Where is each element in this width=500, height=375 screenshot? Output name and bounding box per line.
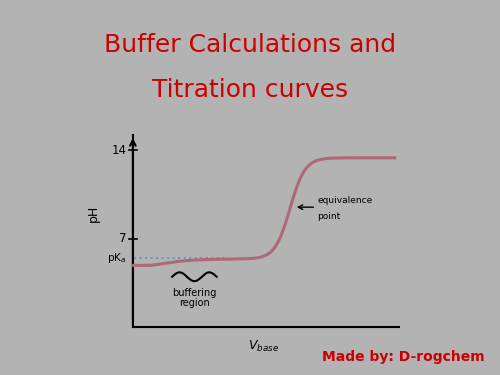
Text: Buffer Calculations and: Buffer Calculations and <box>104 33 396 57</box>
Text: Made by: D-rogchem: Made by: D-rogchem <box>322 350 485 364</box>
Text: 7: 7 <box>119 232 126 245</box>
Text: 14: 14 <box>112 144 126 157</box>
Text: point: point <box>318 211 341 220</box>
Text: pK$_a$: pK$_a$ <box>107 251 126 265</box>
Text: Titration curves: Titration curves <box>152 78 348 102</box>
Text: region: region <box>179 298 210 308</box>
Text: equivalence: equivalence <box>318 196 373 206</box>
Text: buffering: buffering <box>172 288 216 298</box>
Text: pH: pH <box>87 205 100 222</box>
Text: $V_{base}$: $V_{base}$ <box>248 339 280 354</box>
